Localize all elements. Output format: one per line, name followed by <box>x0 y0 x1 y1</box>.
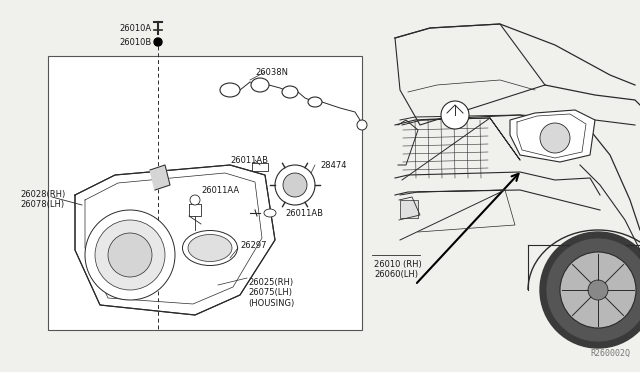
Polygon shape <box>510 110 595 162</box>
Text: 26025(RH)
26075(LH)
(HOUSING): 26025(RH) 26075(LH) (HOUSING) <box>248 278 294 308</box>
Ellipse shape <box>220 83 240 97</box>
Circle shape <box>275 165 315 205</box>
Polygon shape <box>75 165 275 315</box>
Text: 26028(RH)
26078(LH): 26028(RH) 26078(LH) <box>20 190 65 209</box>
Polygon shape <box>150 165 170 190</box>
Circle shape <box>546 238 640 342</box>
Circle shape <box>441 101 469 129</box>
Text: R260002Q: R260002Q <box>590 349 630 358</box>
Text: 26010 (RH)
26060(LH): 26010 (RH) 26060(LH) <box>374 260 422 279</box>
Bar <box>400 200 418 218</box>
Ellipse shape <box>188 234 232 262</box>
Text: 26010B: 26010B <box>120 38 152 46</box>
Circle shape <box>283 173 307 197</box>
Text: 26297: 26297 <box>240 241 266 250</box>
Ellipse shape <box>282 86 298 98</box>
Circle shape <box>588 280 608 300</box>
Text: 26011AB: 26011AB <box>285 208 323 218</box>
Circle shape <box>540 232 640 348</box>
Circle shape <box>154 38 162 46</box>
Circle shape <box>540 123 570 153</box>
Circle shape <box>95 220 165 290</box>
Ellipse shape <box>308 97 322 107</box>
Text: 26011AA: 26011AA <box>201 186 239 195</box>
Text: 26011AB: 26011AB <box>230 155 268 164</box>
Text: 26038N: 26038N <box>255 67 288 77</box>
Text: 28474: 28474 <box>320 160 346 170</box>
Circle shape <box>85 210 175 300</box>
Circle shape <box>108 233 152 277</box>
Ellipse shape <box>182 231 237 266</box>
Ellipse shape <box>264 209 276 217</box>
Circle shape <box>357 120 367 130</box>
Ellipse shape <box>251 78 269 92</box>
Circle shape <box>190 195 200 205</box>
Bar <box>48 56 362 330</box>
Circle shape <box>560 252 636 328</box>
Text: 26010A: 26010A <box>120 23 152 32</box>
